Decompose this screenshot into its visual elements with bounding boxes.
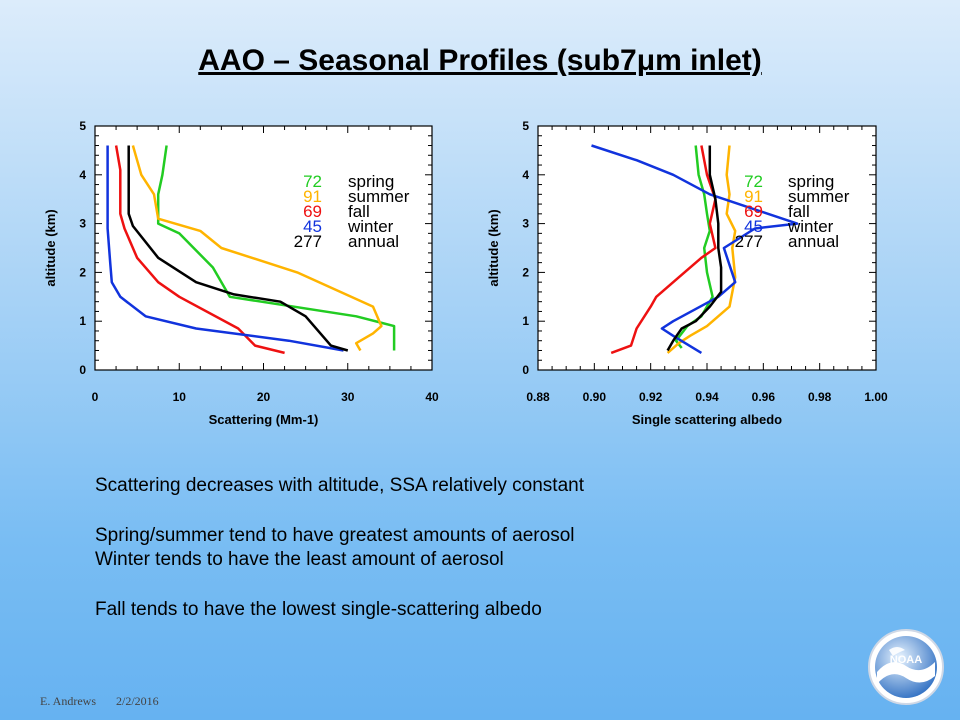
- x-tick-label: 0.94: [695, 390, 719, 404]
- y-tick-label: 3: [79, 217, 86, 231]
- x-tick-label: 0.92: [639, 390, 663, 404]
- legend-count-spring: 72: [303, 172, 322, 191]
- y-tick-label: 5: [79, 119, 86, 133]
- legend-count-winter: 45: [744, 217, 763, 236]
- series-line-winter: [106, 145, 344, 352]
- logo-text: NOAA: [890, 654, 922, 666]
- bullet-list: Scattering decreases with altitude, SSA …: [95, 474, 795, 622]
- series-line-summer: [131, 145, 383, 352]
- y-tick-label: 1: [79, 314, 86, 328]
- legend-season-spring: spring: [348, 172, 394, 191]
- series-line-annual: [127, 145, 349, 352]
- bullet-spacer: [95, 498, 795, 524]
- legend-season-summer: summer: [788, 187, 850, 206]
- footer-date: 2/2/2016: [116, 694, 159, 708]
- y-axis-label: altitude (km): [43, 209, 58, 286]
- legend-count-summer: 91: [303, 187, 322, 206]
- x-tick-label: 10: [173, 390, 187, 404]
- bullet-spring-summer: Spring/summer tend to have greatest amou…: [95, 525, 575, 546]
- x-tick-label: 0.98: [808, 390, 832, 404]
- legend-season-fall: fall: [788, 202, 810, 221]
- noaa-logo: NOAA: [868, 629, 944, 705]
- y-tick-label: 4: [79, 168, 86, 182]
- x-tick-label: 0.88: [526, 390, 550, 404]
- slide-title: AAO – Seasonal Profiles (sub7μm inlet): [198, 44, 762, 77]
- legend-season-annual: annual: [788, 232, 839, 251]
- legend-count-fall: 69: [744, 202, 763, 221]
- legend-season-winter: winter: [787, 217, 834, 236]
- y-tick-label: 0: [522, 363, 529, 377]
- legend-season-summer: summer: [348, 187, 410, 206]
- legend-season-fall: fall: [348, 202, 370, 221]
- x-tick-label: 20: [257, 390, 271, 404]
- y-tick-label: 2: [79, 265, 86, 279]
- legend-count-winter: 45: [303, 217, 322, 236]
- x-tick-label: 40: [425, 390, 439, 404]
- bullet-spacer: [95, 572, 795, 598]
- legend-count-summer: 91: [744, 187, 763, 206]
- series-line-winter: [591, 144, 799, 354]
- ssa-profile-chart: 0.88 0.90 0.92 0.94 0.96 0.98 1.00012345Single…: [486, 119, 888, 427]
- y-tick-label: 4: [522, 168, 529, 182]
- legend-season-spring: spring: [788, 172, 834, 191]
- legend-season-annual: annual: [348, 232, 399, 251]
- y-axis-label: altitude (km): [486, 209, 501, 286]
- legend-count-fall: 69: [303, 202, 322, 221]
- x-tick-label: 0.96: [752, 390, 776, 404]
- x-tick-label: 0: [92, 390, 99, 404]
- series-line-spring: [156, 145, 396, 351]
- y-tick-label: 2: [522, 265, 529, 279]
- series-line-summer: [666, 145, 737, 354]
- y-tick-label: 3: [522, 217, 529, 231]
- plot-area: [537, 125, 877, 371]
- x-tick-label: 30: [341, 390, 355, 404]
- y-tick-label: 5: [522, 119, 529, 133]
- footer-author: E. Andrews: [40, 694, 96, 708]
- x-tick-label: 1.00: [864, 390, 888, 404]
- x-axis-label: Single scattering albedo: [632, 412, 782, 427]
- legend-count-annual: 277: [735, 232, 763, 251]
- legend-count-spring: 72: [744, 172, 763, 191]
- bullet-fall: Fall tends to have the lowest single-sca…: [95, 599, 542, 620]
- y-tick-label: 1: [522, 314, 529, 328]
- footer: E. Andrews 2/2/2016: [40, 694, 159, 709]
- legend-count-annual: 277: [294, 232, 322, 251]
- bullet-scattering: Scattering decreases with altitude, SSA …: [95, 475, 584, 496]
- legend-season-winter: winter: [347, 217, 394, 236]
- x-axis-label: Scattering (Mm-1): [209, 412, 319, 427]
- bullet-winter: Winter tends to have the least amount of…: [95, 549, 504, 570]
- x-tick-label: 0.90: [583, 390, 607, 404]
- y-tick-label: 0: [79, 363, 86, 377]
- series-line-annual: [666, 145, 723, 352]
